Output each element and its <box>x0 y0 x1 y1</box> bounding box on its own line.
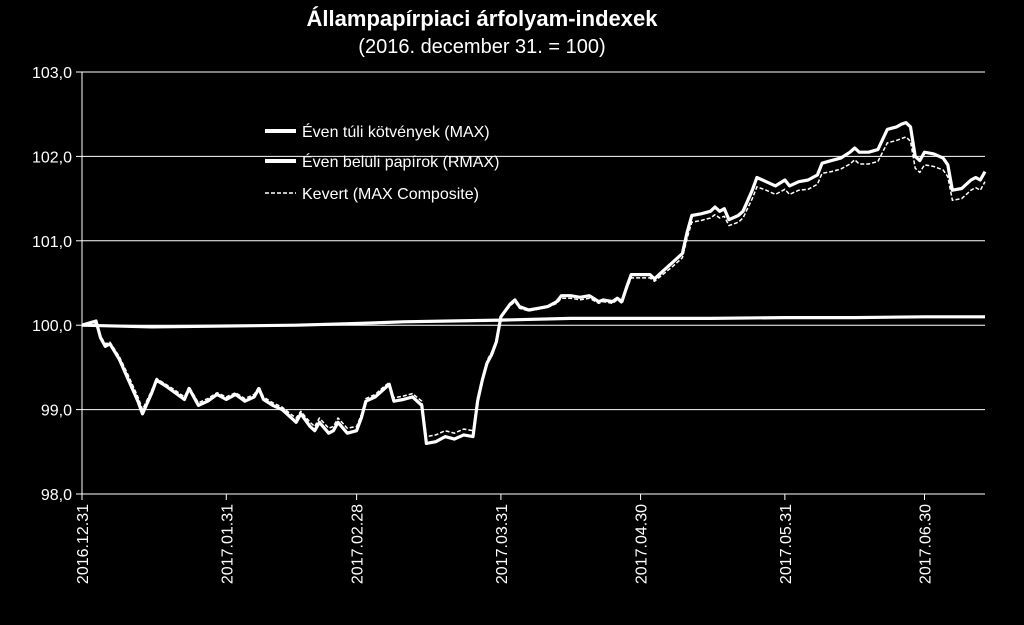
legend: Éven túli kötvények (MAX) Éven belüli pa… <box>265 122 499 203</box>
x-tick-label: 2017.03.31 <box>494 504 511 584</box>
chart-title: Állampapírpiaci árfolyam-indexek <box>307 6 659 31</box>
chart-subtitle: (2016. december 31. = 100) <box>358 36 605 58</box>
legend-label-composite: Kevert (MAX Composite) <box>302 186 479 203</box>
series-line-rmax <box>81 315 985 329</box>
y-tick-label: 103,0 <box>32 65 72 82</box>
legend-label-rmax: Éven belüli papírok (RMAX) <box>302 152 499 171</box>
axes: 98,0 99,0 100,0 101,0 102,0 103,0 2016.12.31 20… <box>32 65 985 584</box>
y-tick-label: 98,0 <box>41 487 72 504</box>
x-tick-label: 2017.06.30 <box>917 504 934 584</box>
series-lines <box>81 121 987 445</box>
x-tick-label: 2017.04.30 <box>634 504 651 584</box>
x-tick-label: 2017.05.31 <box>778 504 795 584</box>
y-tick-label: 101,0 <box>32 234 72 251</box>
y-tick-label: 102,0 <box>32 149 72 166</box>
x-tick-label: 2016.12.31 <box>75 504 92 584</box>
series-line-max <box>81 121 987 445</box>
x-tick-label: 2017.01.31 <box>219 504 236 584</box>
x-tick-label: 2017.02.28 <box>350 504 367 584</box>
y-tick-label: 99,0 <box>41 403 72 420</box>
y-tick-label: 100,0 <box>32 318 72 335</box>
legend-label-max: Éven túli kötvények (MAX) <box>302 122 490 141</box>
series-line-composite <box>81 136 986 438</box>
